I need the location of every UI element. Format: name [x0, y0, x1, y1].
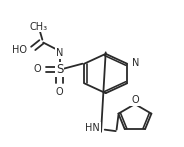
Text: HO: HO	[12, 45, 27, 55]
Text: CH₃: CH₃	[30, 22, 48, 32]
Text: O: O	[34, 65, 41, 75]
Text: HN: HN	[85, 123, 100, 133]
Text: O: O	[56, 87, 63, 97]
Text: S: S	[56, 63, 63, 76]
Text: N: N	[56, 48, 63, 58]
Text: N: N	[132, 58, 139, 68]
Text: O: O	[131, 95, 139, 105]
